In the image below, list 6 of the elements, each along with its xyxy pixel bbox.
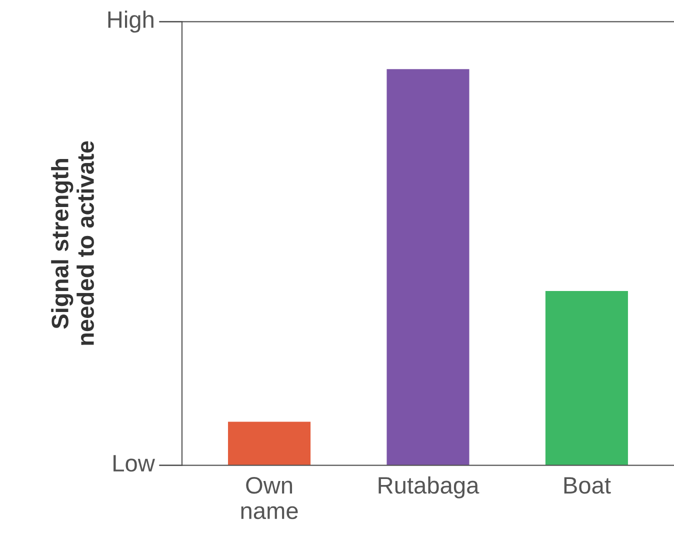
x-tick-label: Boat (564, 477, 611, 494)
x-tick-label: Rutabaga (378, 476, 480, 498)
y-axis-title: Signal strength needed to activate (51, 141, 94, 345)
text: Low (114, 455, 155, 472)
x-tick-label: Own name (241, 476, 298, 520)
text: High (108, 10, 154, 33)
